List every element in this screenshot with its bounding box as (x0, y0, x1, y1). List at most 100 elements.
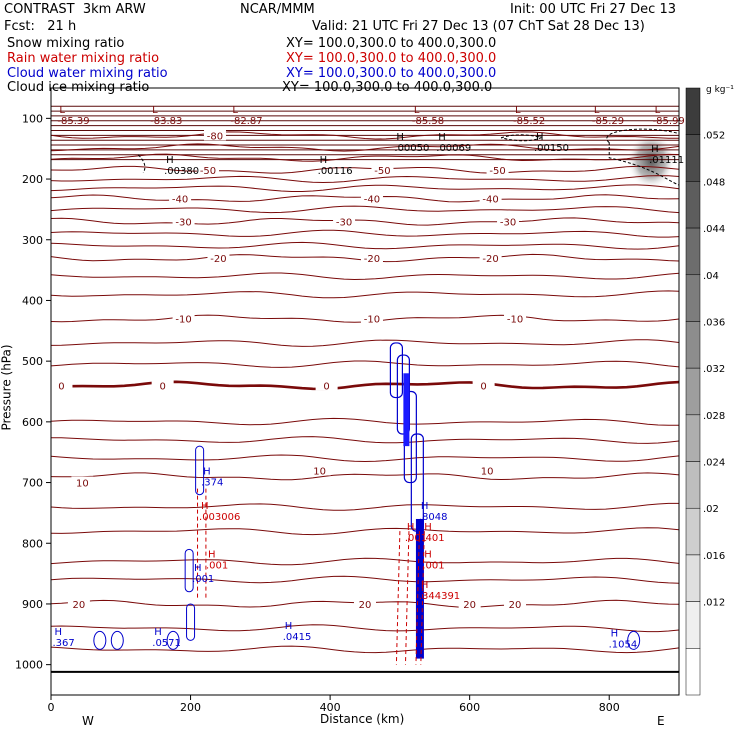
colorbar-swatch (685, 648, 701, 696)
cloud-water-contour (184, 548, 194, 593)
contour-label: -80 (207, 131, 223, 142)
cloud-water-core (403, 373, 410, 447)
isotherm-minor (50, 360, 680, 368)
colorbar-tick-label: .024 (703, 458, 725, 469)
temp-low-marker: L (515, 105, 521, 116)
x-axis-label: Distance (km) (320, 712, 405, 726)
contour-label: -50 (374, 166, 390, 177)
ice-high-value: .00050 (394, 143, 429, 154)
temp-low-value: -85.29 (592, 116, 624, 127)
x-tick-label: 0 (48, 701, 55, 714)
colorbar-tick-label: .04 (703, 271, 719, 282)
x-tick-label: 200 (180, 701, 201, 714)
contour-label-bg (504, 597, 527, 609)
cloudwater-high-value: .0415 (283, 632, 312, 643)
rain-contour (395, 531, 401, 665)
west-label: W (82, 714, 94, 728)
colorbar-tick-label: .02 (703, 504, 719, 515)
cloud-water-core (415, 518, 424, 659)
contour-label: -10 (507, 315, 523, 326)
contour-label: 0 (58, 381, 64, 392)
temp-low-marker: L (655, 105, 661, 116)
colorbar-tick-label: .028 (703, 411, 725, 422)
y-tick-label: 400 (22, 294, 43, 307)
contour-label-bg (169, 192, 192, 204)
contour-label-bg (504, 312, 527, 324)
colorbar-tick-label: .048 (703, 177, 725, 188)
contour-label: 10 (76, 479, 89, 490)
cloudwater-high-marker: H (285, 621, 293, 632)
colorbar-swatch (685, 414, 701, 462)
rain-contour (404, 531, 410, 665)
temp-low-marker: L (59, 105, 65, 116)
contour-label-bg (486, 163, 509, 175)
contour-label: 20 (359, 600, 372, 611)
isotherm-minor (50, 436, 680, 444)
contour-label: -30 (336, 218, 352, 229)
cloud-water-contour (627, 630, 641, 650)
isotherm-minor (50, 575, 680, 584)
colorbar-tick-label: .012 (703, 598, 725, 609)
y-tick-label: 200 (22, 173, 43, 186)
colorbar-tick-label: .016 (703, 551, 725, 562)
ice-contour (137, 154, 146, 174)
y-tick-label: 800 (22, 537, 43, 550)
cloudwater-high-value: .367 (52, 638, 74, 649)
contour-label-bg (333, 215, 356, 227)
ice-high-marker: H (166, 155, 174, 166)
contour-label-bg (172, 215, 195, 227)
colorbar-swatch (685, 134, 701, 182)
colorbar-tick-label: .052 (703, 131, 725, 142)
cloudwater-high-marker: H (421, 501, 429, 512)
contour-label-bg (354, 597, 376, 609)
plot-area: -80 -50 -50 -50 -40 -40 -40 -30 -30 -30 -20 -20 -20 -… (50, 105, 685, 673)
colorbar-swatch (685, 367, 701, 416)
model-title: CONTRAST 3km ARW (4, 2, 146, 17)
isotherm-minor (50, 502, 679, 511)
center-label: NCAR/MMM (240, 2, 315, 17)
contour-label: -50 (489, 166, 505, 177)
contour-label: 20 (463, 600, 476, 611)
contour-label-bg (360, 312, 383, 324)
field-rain-xy: XY= 100.0,300.0 to 400.0,300.0 (286, 51, 497, 66)
temp-low-value: -85.52 (513, 116, 545, 127)
temp-low-marker: L (232, 105, 238, 116)
rain-high-value: .001 (422, 560, 444, 571)
y-tick-label: 300 (22, 234, 43, 247)
field-snow-xy: XY= 100.0,300.0 to 400.0,300.0 (286, 36, 497, 51)
contour-label-bg (476, 464, 499, 476)
ice-high-value: .00150 (534, 143, 569, 154)
isotherm-minor (50, 184, 680, 192)
field-cloudwater-name: Cloud water mixing ratio (7, 66, 168, 81)
contour-label: -20 (482, 254, 498, 265)
contour-label-bg (151, 379, 174, 391)
isotherm--70 (50, 143, 680, 152)
rain-high-marker: H (201, 501, 209, 512)
east-label: E (657, 714, 665, 728)
colorbar: .052 .048 .044 .04 .036 .032 .028 .024 .02 .016 .0… (685, 87, 725, 696)
contour-label-bg (207, 251, 230, 263)
isotherm-minor (50, 290, 680, 299)
ice-high-value: .00380 (164, 166, 199, 177)
ice-high-marker: H (438, 132, 446, 143)
rain-high-marker: H (407, 522, 415, 533)
colorbar-tick-label: .032 (703, 364, 725, 375)
ice-high-marker: H (536, 132, 544, 143)
temp-low-value: -85.99 (653, 116, 685, 127)
isotherm--60 (50, 153, 680, 162)
contour-label-bg (497, 215, 520, 227)
ice-shading (627, 132, 676, 189)
field-rain-name: Rain water mixing ratio (7, 51, 160, 66)
cloudwater-high-marker: H (203, 466, 211, 477)
contour-label: -10 (175, 315, 191, 326)
ice-high-value: .01111 (649, 155, 684, 166)
contour-label-bg (203, 129, 226, 141)
colorbar-unit: g kg⁻¹ (706, 85, 734, 95)
isotherm--50 (50, 165, 680, 174)
cloudwater-high-value: .374 (201, 477, 223, 488)
colorbar-swatch (685, 274, 701, 322)
contour-label: 10 (481, 466, 494, 477)
contour-label-bg (360, 192, 383, 204)
cloudwater-high-marker: H (154, 627, 162, 638)
isotherm-minor (50, 417, 680, 426)
